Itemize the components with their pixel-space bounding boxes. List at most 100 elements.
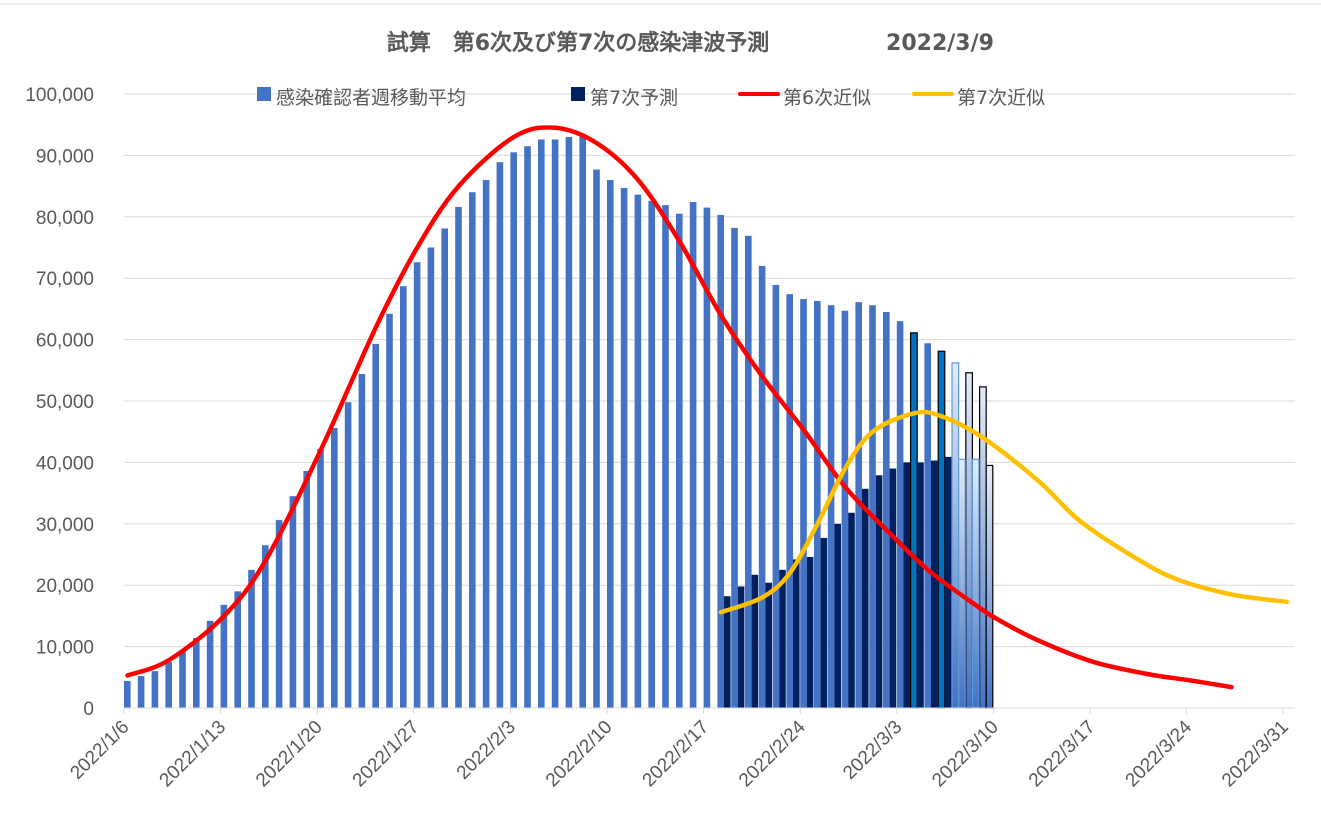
bar-forecast7 xyxy=(875,475,883,708)
bar-actual xyxy=(703,207,711,708)
bar-actual xyxy=(193,638,200,708)
bar-actual xyxy=(275,520,283,708)
bar-actual xyxy=(234,591,241,708)
bar-actual xyxy=(331,428,338,708)
bar-actual xyxy=(924,343,931,708)
x-tick-label: 2022/2/10 xyxy=(542,717,617,792)
line-fit6 xyxy=(125,125,1234,690)
bar-forecast7 xyxy=(985,464,994,709)
x-tick-label: 2022/3/10 xyxy=(928,717,1003,792)
y-tick-label: 80,000 xyxy=(36,208,94,229)
x-tick-label: 2022/1/27 xyxy=(349,717,424,792)
bar-forecast7 xyxy=(779,569,786,708)
bar-actual xyxy=(469,192,476,709)
bar-actual xyxy=(179,650,186,708)
y-tick-label: 60,000 xyxy=(36,331,94,352)
bar-actual xyxy=(358,373,366,708)
bar-actual xyxy=(869,305,876,708)
bar-actual xyxy=(565,136,573,709)
bar-forecast7 xyxy=(806,556,814,708)
bar-forecast7 xyxy=(862,488,869,708)
x-tick-label: 2022/3/17 xyxy=(1025,717,1100,792)
bar-actual xyxy=(151,671,159,708)
bar-actual xyxy=(896,321,904,708)
bar-actual xyxy=(372,343,379,708)
bar-actual xyxy=(841,310,849,708)
legend-label-actual: 感染確認者週移動平均 xyxy=(276,87,466,109)
bar-actual xyxy=(909,332,918,709)
y-axis-ticks: 0 10,000 20,000 30,000 40,000 50,000 60,000 70,… xyxy=(25,85,94,720)
bar-forecast7 xyxy=(971,458,980,709)
y-tick-label: 70,000 xyxy=(36,269,94,290)
x-axis: 2022/1/6 2022/1/13 2022/1/20 2022/1/27 2022/… xyxy=(66,707,1295,792)
bar-actual xyxy=(745,235,752,709)
legend-swatch-actual xyxy=(257,87,271,101)
x-tick-label: 2022/2/24 xyxy=(735,716,810,791)
bar-actual xyxy=(676,213,683,709)
bar-actual xyxy=(772,284,780,708)
lines xyxy=(125,125,1289,690)
y-tick-label: 0 xyxy=(83,699,94,720)
bar-actual xyxy=(965,372,973,709)
bar-actual xyxy=(289,496,297,708)
y-tick-label: 10,000 xyxy=(36,638,94,659)
bar-forecast7 xyxy=(793,559,800,708)
bar-actual xyxy=(400,286,407,708)
x-tick-label: 2022/2/17 xyxy=(639,717,714,792)
x-tick-label: 2022/3/24 xyxy=(1122,716,1197,791)
bar-actual xyxy=(317,448,324,708)
bar-actual xyxy=(758,265,766,708)
bar-actual xyxy=(496,162,504,709)
legend-label-fit6: 第6次近似 xyxy=(783,87,871,109)
bar-forecast7 xyxy=(903,462,910,708)
bar-actual xyxy=(137,676,145,708)
bar-actual xyxy=(662,205,669,708)
y-tick-label: 40,000 xyxy=(36,453,94,474)
bar-actual xyxy=(248,569,255,708)
bar-actual xyxy=(124,680,131,708)
bar-actual xyxy=(455,206,462,708)
legend-swatch-forecast7 xyxy=(571,87,585,101)
bar-forecast7 xyxy=(834,523,841,708)
bar-actual xyxy=(634,194,642,709)
bar-actual xyxy=(262,545,269,708)
x-tick-label: 2022/2/3 xyxy=(453,717,520,784)
bar-actual xyxy=(883,311,890,708)
bar-actual xyxy=(786,294,793,708)
bar-forecast7 xyxy=(944,456,952,708)
y-tick-label: 90,000 xyxy=(36,146,94,167)
bar-actual xyxy=(937,350,946,709)
chart-title-date: 2022/3/9 xyxy=(886,31,994,56)
bar-actual xyxy=(538,139,545,708)
bar-actual xyxy=(441,228,448,708)
bar-actual xyxy=(165,661,172,708)
bar-actual xyxy=(427,247,435,708)
bar-forecast7 xyxy=(751,574,759,708)
bar-actual xyxy=(620,187,628,708)
bar-actual xyxy=(648,200,655,708)
bar-actual xyxy=(951,362,960,709)
legend: 感染確認者週移動平均 第7次予測 第6次近似 第7次近似 xyxy=(257,87,1045,109)
bar-actual xyxy=(386,313,393,708)
bar-actual xyxy=(344,402,352,708)
bar-forecast7 xyxy=(765,582,772,708)
bar-forecast7 xyxy=(724,596,731,708)
bar-actual xyxy=(827,305,835,708)
y-tick-label: 30,000 xyxy=(36,515,94,536)
bar-forecast7 xyxy=(917,462,924,708)
bar-actual xyxy=(220,604,228,708)
bar-actual xyxy=(800,299,807,708)
chart-title: 試算 第6次及び第7次の感染津波予測 xyxy=(387,30,770,56)
bar-actual xyxy=(303,470,310,708)
x-tick-label: 2022/1/20 xyxy=(252,717,327,792)
bar-actual xyxy=(413,262,421,708)
bar-forecast7 xyxy=(889,468,897,708)
y-tick-label: 50,000 xyxy=(36,392,94,413)
y-tick-label: 100,000 xyxy=(25,85,94,106)
y-tick-label: 20,000 xyxy=(36,576,94,597)
x-tick-label: 2022/1/6 xyxy=(66,717,133,784)
bars xyxy=(124,136,994,709)
bar-actual xyxy=(206,620,214,708)
bar-actual xyxy=(607,179,614,708)
